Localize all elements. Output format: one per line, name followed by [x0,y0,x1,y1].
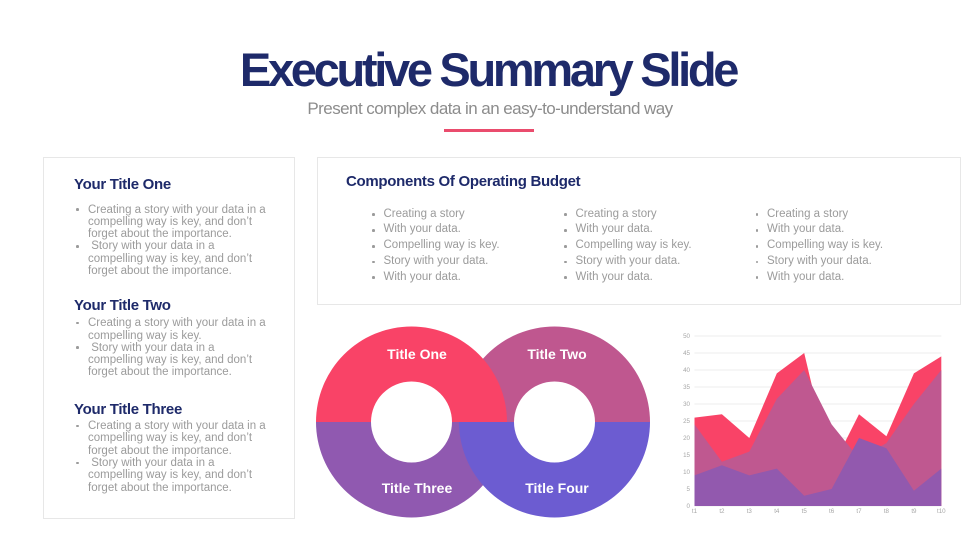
svg-text:t8: t8 [884,508,890,515]
svg-text:t6: t6 [829,508,835,515]
svg-text:10: 10 [683,469,690,476]
svg-text:0: 0 [687,503,691,510]
svg-text:45: 45 [683,350,690,357]
svg-text:35: 35 [683,384,690,391]
svg-text:40: 40 [683,367,690,374]
svg-text:t10: t10 [937,508,946,515]
svg-text:15: 15 [683,452,690,459]
svg-text:5: 5 [687,486,691,493]
svg-text:25: 25 [683,418,690,425]
svg-text:t9: t9 [911,508,917,515]
svg-text:30: 30 [683,401,690,408]
svg-text:t3: t3 [747,508,753,515]
svg-text:t1: t1 [692,508,698,515]
svg-text:t5: t5 [802,508,808,515]
svg-text:20: 20 [683,435,690,442]
svg-text:t7: t7 [856,508,862,515]
svg-text:t4: t4 [774,508,780,515]
svg-text:50: 50 [683,333,690,340]
svg-text:t2: t2 [719,508,725,515]
